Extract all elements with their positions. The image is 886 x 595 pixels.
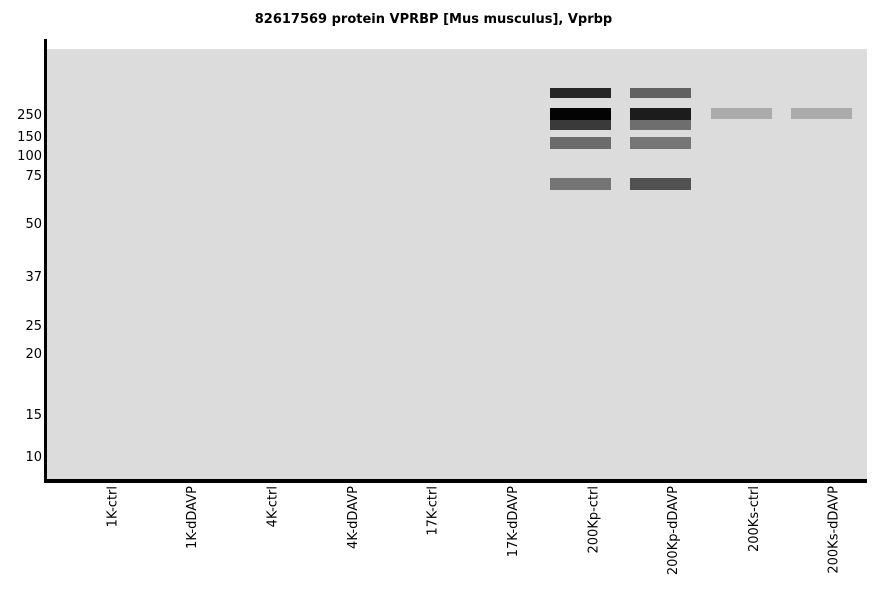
y-tick-label: 75 (25, 169, 42, 184)
y-tick-label: 250 (17, 108, 42, 123)
lane-label: 1K-dDAVP (185, 486, 200, 549)
y-tick-label: 100 (17, 149, 42, 164)
y-tick-label: 15 (25, 408, 42, 423)
y-tick-label: 10 (25, 450, 42, 465)
lane-label: 200Ks-ctrl (747, 486, 762, 553)
lane-label: 200Ks-dDAVP (827, 486, 842, 574)
lane-label: 17K-dDAVP (506, 486, 521, 558)
lane-label: 4K-dDAVP (346, 486, 361, 549)
y-axis-line (44, 39, 47, 483)
x-axis-line (44, 479, 867, 483)
y-tick-label: 37 (25, 270, 42, 285)
chart-title: 82617569 protein VPRBP [Mus musculus], V… (254, 12, 613, 27)
y-tick-label: 25 (25, 319, 42, 334)
y-tick-label: 50 (25, 217, 42, 232)
y-tick-label: 150 (17, 130, 42, 145)
lane-label: 1K-ctrl (105, 486, 120, 528)
y-tick-label: 20 (25, 347, 42, 362)
plot-background (47, 49, 867, 479)
lane-label: 4K-ctrl (265, 486, 280, 528)
lane-label: 17K-ctrl (426, 486, 441, 536)
lane-label: 200Kp-dDAVP (666, 486, 681, 576)
lane-label: 200Kp-ctrl (586, 486, 601, 554)
